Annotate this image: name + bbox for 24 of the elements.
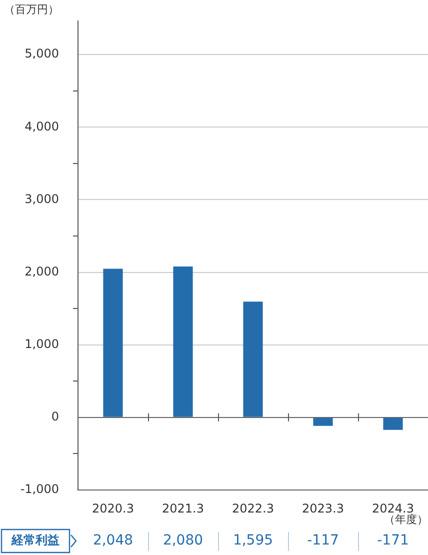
legend-label: 経常利益 bbox=[10, 533, 60, 548]
data-label: 2,048 bbox=[92, 532, 134, 549]
data-label: -171 bbox=[377, 532, 409, 549]
y-tick-label: 4,000 bbox=[24, 119, 59, 134]
y-tick-label: -1,000 bbox=[20, 482, 59, 496]
data-label: 2,080 bbox=[162, 532, 204, 549]
data-label: -117 bbox=[307, 532, 339, 549]
y-tick-label: 1,000 bbox=[24, 336, 59, 351]
y-tick-label: 5,000 bbox=[24, 46, 59, 61]
x-tick-label: 2021.3 bbox=[162, 501, 204, 516]
y-tick-label: 3,000 bbox=[24, 192, 59, 206]
x-tick-label: 2022.3 bbox=[232, 501, 274, 516]
x-axis-title: （年度） bbox=[384, 512, 428, 526]
y-tick-label: 0 bbox=[51, 410, 59, 424]
bar bbox=[313, 418, 333, 426]
data-label: 1,595 bbox=[232, 532, 274, 549]
y-axis-title: （百万円） bbox=[4, 2, 59, 16]
bar bbox=[243, 302, 263, 417]
y-tick-label: 2,000 bbox=[24, 264, 59, 278]
bar bbox=[173, 266, 193, 417]
x-tick-label: 2020.3 bbox=[92, 501, 134, 516]
bar bbox=[103, 268, 123, 417]
bar bbox=[383, 418, 403, 430]
x-tick-label: 2023.3 bbox=[302, 501, 344, 516]
